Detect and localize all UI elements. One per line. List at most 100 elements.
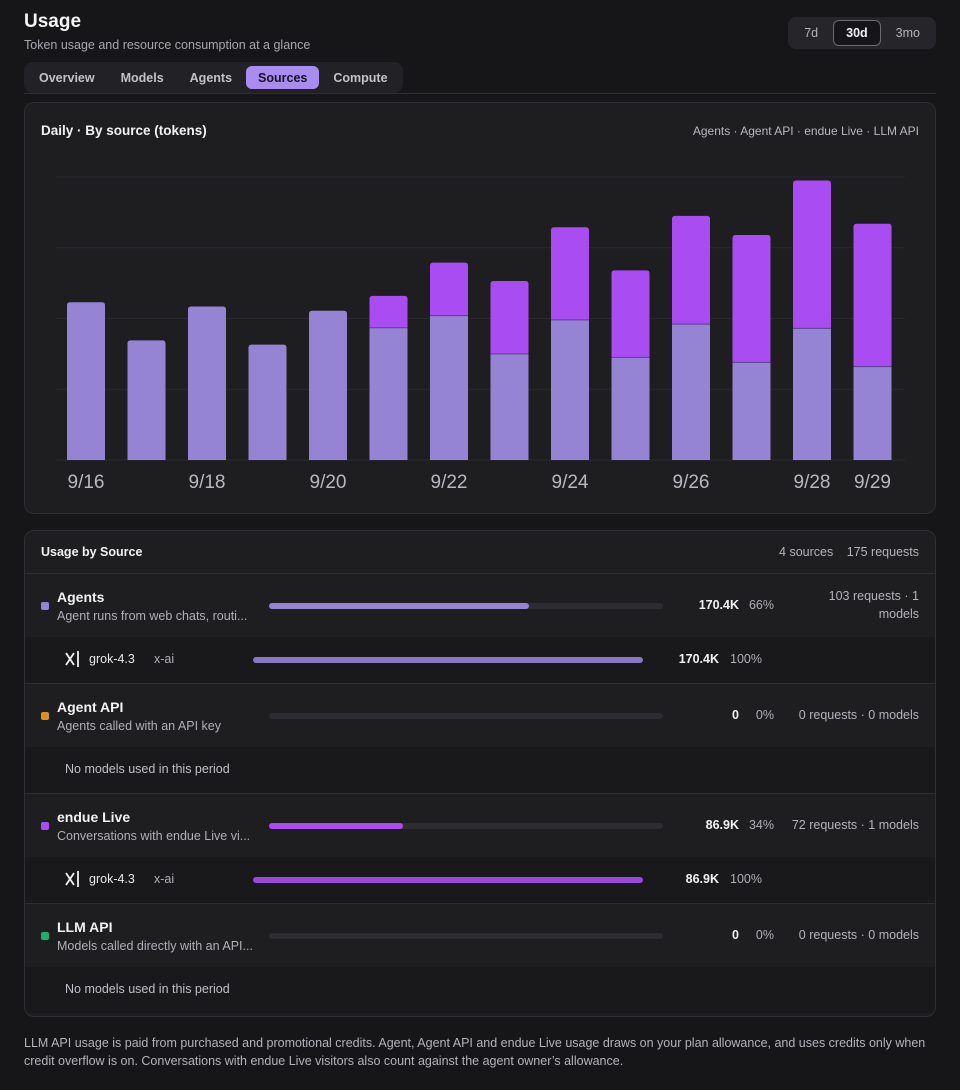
source-share-bar	[269, 713, 663, 719]
bar-endue-live-9-28[interactable]	[793, 180, 831, 329]
bar-endue-live-9-27[interactable]	[732, 235, 771, 363]
x-tick-label: 9/24	[552, 472, 589, 493]
xai-logo-icon	[65, 871, 79, 887]
source-stats: 103 requests · 1 models	[779, 587, 919, 623]
source-agent-api: Agent API Agents called with an API key …	[25, 684, 935, 794]
page-subtitle: Token usage and resource consumption at …	[24, 38, 311, 52]
page-header: Usage Token usage and resource consumpti…	[24, 10, 310, 52]
source-endue-live: endue Live Conversations with endue Live…	[25, 794, 935, 904]
bar-agents-9-23[interactable]	[490, 353, 529, 460]
source-percent: 34%	[748, 818, 774, 832]
source-description: Models called directly with an API...	[57, 939, 253, 953]
source-share-bar	[269, 933, 663, 939]
bar-agents-9-26[interactable]	[672, 324, 710, 460]
source-percent: 0%	[755, 708, 774, 722]
bar-endue-live-9-22[interactable]	[430, 262, 468, 316]
sources-requests: 175 requests	[846, 545, 919, 559]
source-share-fill	[269, 603, 530, 609]
chart-title: Daily · By source (tokens)	[41, 123, 207, 138]
tab-sources[interactable]: Sources	[246, 66, 320, 89]
bar-agents-9-24[interactable]	[551, 319, 589, 460]
bar-agents-9-25[interactable]	[611, 357, 650, 460]
source-row[interactable]: LLM API Models called directly with an A…	[25, 904, 935, 967]
sources-count: 4 sources	[779, 545, 834, 559]
model-tokens: 170.4K	[678, 652, 719, 666]
source-tokens: 0	[732, 928, 739, 942]
source-color-dot	[41, 932, 49, 940]
model-name: grok-4.3	[89, 652, 135, 666]
source-stats: 0 requests · 0 models	[779, 926, 919, 944]
source-color-dot	[41, 822, 49, 830]
model-share-bar	[253, 877, 643, 883]
range-30d-button[interactable]: 30d	[833, 20, 881, 46]
daily-chart-card: 9/16 9/18 9/20 9/22 9/24 9/26 9/28 9/29 Daily ·…	[24, 102, 936, 514]
bar-agents-9-27[interactable]	[732, 362, 771, 460]
model-percent: 100%	[730, 652, 762, 666]
bar-agents-9-19[interactable]	[248, 344, 287, 460]
source-share-fill	[269, 823, 403, 829]
source-tokens: 86.9K	[705, 818, 739, 832]
source-name: endue Live	[57, 809, 131, 825]
bar-agents-9-18[interactable]	[188, 306, 226, 460]
bar-agents-9-22[interactable]	[430, 315, 468, 460]
source-share-bar	[269, 603, 663, 609]
bar-agents-9-28[interactable]	[793, 328, 831, 460]
usage-tabs: Overview Models Agents Sources Compute	[24, 62, 403, 93]
bar-agents-9-17[interactable]	[127, 340, 166, 460]
empty-models-text: No models used in this period	[65, 762, 230, 776]
xai-logo-icon	[65, 651, 79, 667]
source-row[interactable]: Agents Agent runs from web chats, routi.…	[25, 574, 935, 637]
source-description: Agent runs from web chats, routi...	[57, 609, 248, 623]
source-color-dot	[41, 712, 49, 720]
source-stats-line1: 103 requests · 1	[828, 589, 919, 603]
tab-agents[interactable]: Agents	[189, 70, 233, 85]
empty-models-row: No models used in this period	[25, 967, 935, 1013]
billing-note: LLM API usage is paid from purchased and…	[24, 1036, 926, 1068]
bar-agents-9-29[interactable]	[853, 366, 892, 460]
model-percent: 100%	[730, 872, 762, 886]
x-tick-label: 9/26	[673, 472, 710, 493]
model-vendor: x-ai	[154, 872, 175, 886]
bar-agents-9-16[interactable]	[67, 302, 105, 460]
usage-by-source-card: Usage by Source 4 sources 175 requests A…	[24, 530, 936, 1017]
model-tokens: 86.9K	[685, 872, 719, 886]
range-7d-button[interactable]: 7d	[804, 26, 819, 40]
x-tick-label: 9/22	[431, 472, 468, 493]
source-stats-line1: 72 requests · 1 models	[791, 818, 919, 832]
source-percent: 0%	[755, 928, 774, 942]
source-row[interactable]: endue Live Conversations with endue Live…	[25, 794, 935, 857]
bar-endue-live-9-29[interactable]	[853, 223, 892, 367]
source-name: Agents	[57, 589, 105, 605]
source-tokens: 170.4K	[698, 598, 739, 612]
model-vendor: x-ai	[154, 652, 175, 666]
tab-overview[interactable]: Overview	[39, 70, 95, 85]
bar-endue-live-9-25[interactable]	[611, 270, 650, 358]
source-tokens: 0	[732, 708, 739, 722]
tab-compute[interactable]: Compute	[333, 70, 388, 85]
x-tick-label: 9/20	[310, 472, 347, 493]
source-description: Agents called with an API key	[57, 719, 221, 733]
tabs-divider	[24, 93, 936, 94]
source-agents: Agents Agent runs from web chats, routi.…	[25, 574, 935, 684]
model-row: grok-4.3 x-ai 170.4K 100%	[25, 637, 935, 683]
source-row[interactable]: Agent API Agents called with an API key …	[25, 684, 935, 747]
model-share-bar	[253, 657, 643, 663]
bar-agents-9-20[interactable]	[309, 310, 347, 460]
range-3mo-button[interactable]: 3mo	[895, 26, 920, 40]
source-share-bar	[269, 823, 663, 829]
bar-endue-live-9-23[interactable]	[490, 281, 529, 354]
chart-legend: Agents · Agent API · endue Live · LLM AP…	[692, 124, 919, 138]
bar-agents-9-21[interactable]	[369, 327, 408, 460]
bar-endue-live-9-21[interactable]	[369, 295, 408, 328]
x-tick-label: 9/16	[68, 472, 105, 493]
bar-endue-live-9-26[interactable]	[672, 215, 710, 325]
sources-header: Usage by Source 4 sources 175 requests	[25, 531, 935, 574]
time-range-selector: 7d 30d 3mo	[788, 17, 936, 49]
page-title: Usage	[24, 11, 82, 32]
bar-endue-live-9-24[interactable]	[551, 227, 589, 320]
source-stats: 0 requests · 0 models	[779, 706, 919, 724]
empty-models-row: No models used in this period	[25, 747, 935, 793]
source-description: Conversations with endue Live vi...	[57, 829, 251, 843]
tab-models[interactable]: Models	[120, 70, 164, 85]
source-stats-line1: 0 requests · 0 models	[798, 708, 919, 722]
